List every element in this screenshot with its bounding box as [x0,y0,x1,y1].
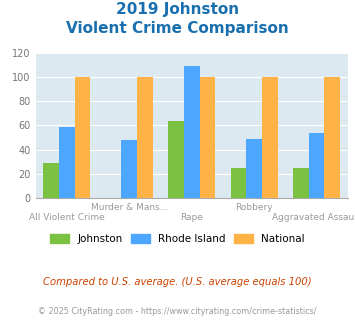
Bar [168,120,184,198]
Text: Rape: Rape [180,213,203,222]
Bar [184,66,200,198]
Text: 2019 Johnston: 2019 Johnston [116,2,239,16]
Bar [59,127,75,198]
Bar [121,140,137,198]
Bar [262,77,278,198]
Legend: Johnston, Rhode Island, National: Johnston, Rhode Island, National [46,230,309,248]
Bar [137,77,153,198]
Text: Murder & Mans...: Murder & Mans... [91,203,168,212]
Bar [324,77,340,198]
Bar [293,168,309,198]
Bar [43,163,59,198]
Text: Robbery: Robbery [235,203,273,212]
Bar [231,168,246,198]
Bar [75,77,90,198]
Text: Compared to U.S. average. (U.S. average equals 100): Compared to U.S. average. (U.S. average … [43,277,312,287]
Bar [200,77,215,198]
Bar [246,139,262,198]
Text: All Violent Crime: All Violent Crime [29,213,105,222]
Text: Aggravated Assault: Aggravated Assault [272,213,355,222]
Text: Violent Crime Comparison: Violent Crime Comparison [66,21,289,36]
Text: © 2025 CityRating.com - https://www.cityrating.com/crime-statistics/: © 2025 CityRating.com - https://www.city… [38,307,317,316]
Bar [309,133,324,198]
